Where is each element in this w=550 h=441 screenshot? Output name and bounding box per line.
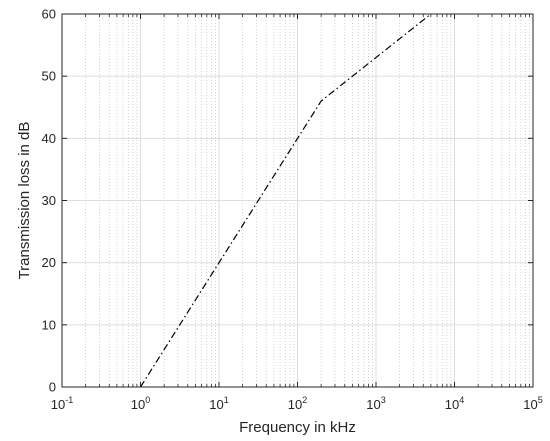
axis-ticks	[61, 13, 534, 388]
y-axis-label: Transmission loss in dB	[16, 122, 33, 280]
y-tick-label: 40	[42, 131, 56, 146]
x-tick-label: 102	[288, 395, 307, 412]
x-tick-label: 10-1	[51, 395, 73, 412]
y-tick-label: 30	[42, 193, 56, 208]
series-layer	[139, 13, 432, 388]
series-line-0	[139, 13, 432, 388]
x-tick-label: 105	[523, 395, 542, 412]
y-tick-label: 50	[42, 69, 56, 84]
major-grid	[62, 14, 533, 387]
x-tick-label: 101	[209, 395, 228, 412]
x-tick-label: 104	[445, 395, 464, 412]
y-tick-label: 20	[42, 255, 56, 270]
y-tick-label: 0	[49, 380, 56, 395]
y-tick-label: 60	[42, 7, 56, 22]
x-tick-labels: 10-1 100 101 102 103 104 105	[51, 395, 543, 412]
x-tick-label: 100	[131, 395, 150, 412]
x-axis-label: Frequency in kHz	[239, 419, 356, 436]
x-tick-label: 103	[366, 395, 385, 412]
y-tick-label: 10	[42, 317, 56, 332]
y-tick-labels: 0 10 20 30 40 50 60	[42, 7, 56, 395]
